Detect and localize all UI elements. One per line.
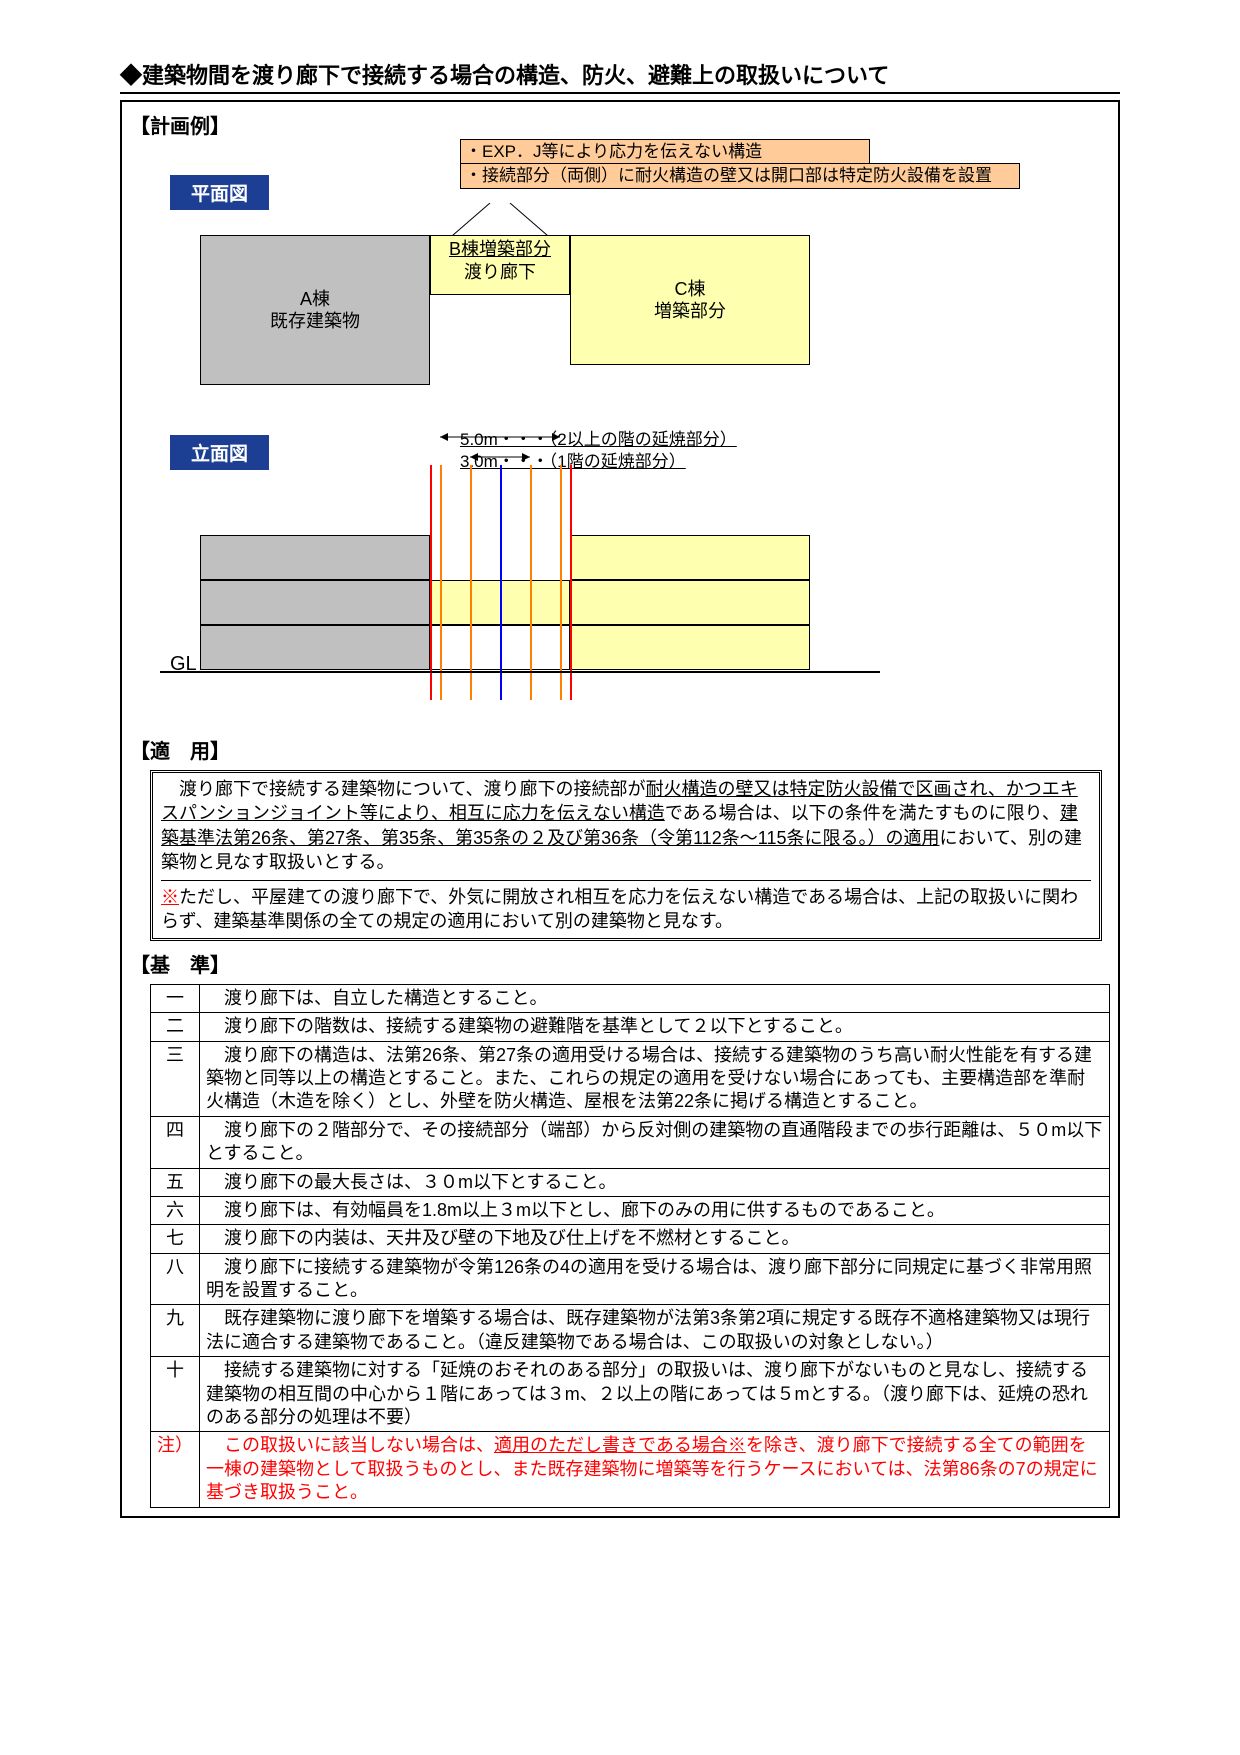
table-row: 五 渡り廊下の最大長さは、３０m以下とすること。 <box>151 1168 1110 1196</box>
elev-dim3: 3.0m・・・（1階の延焼部分） <box>460 447 686 472</box>
elev-a-floor2 <box>200 580 430 625</box>
criteria-text: 既存建築物に渡り廊下を増築する場合は、既存建築物が法第3条第2項に規定する既存不… <box>200 1305 1110 1357</box>
plan-box-b: B棟増築部分 渡り廊下 <box>430 235 570 295</box>
tekiyo-para1: 渡り廊下で接続する建築物について、渡り廊下の接続部が耐火構造の壁又は特定防火設備… <box>161 777 1091 874</box>
elev-line-orange-r2 <box>560 465 562 700</box>
criteria-num: 四 <box>151 1116 200 1168</box>
plan-box-b-sub: 渡り廊下 <box>464 261 536 284</box>
criteria-num: 七 <box>151 1225 200 1253</box>
table-row: 一 渡り廊下は、自立した構造とすること。 <box>151 984 1110 1012</box>
plan-box-a: A棟 既存建築物 <box>200 235 430 385</box>
criteria-text: 渡り廊下の最大長さは、３０m以下とすること。 <box>200 1168 1110 1196</box>
criteria-text: 渡り廊下に接続する建築物が令第126条の4の適用を受ける場合は、渡り廊下部分に同… <box>200 1253 1110 1305</box>
criteria-note-text: この取扱いに該当しない場合は、適用のただし書きである場合※を除き、渡り廊下で接続… <box>200 1432 1110 1507</box>
elevation-diagram: 立面図 5.0m・・・（2以上の階の延焼部分） 3.0m・・・（1階の延焼部分） <box>130 435 1110 725</box>
table-row-note: 注） この取扱いに該当しない場合は、適用のただし書きである場合※を除き、渡り廊下… <box>151 1432 1110 1507</box>
criteria-text: 渡り廊下の内装は、天井及び壁の下地及び仕上げを不燃材とすること。 <box>200 1225 1110 1253</box>
plan-label: 平面図 <box>170 175 269 210</box>
elev-line-blue-center <box>500 465 502 700</box>
gl-line <box>160 671 880 673</box>
elev-a-floor1 <box>200 625 430 670</box>
table-row: 二 渡り廊下の階数は、接続する建築物の避難階を基準として２以下とすること。 <box>151 1013 1110 1041</box>
plan-box-c: C棟 増築部分 <box>570 235 810 365</box>
criteria-body: 一 渡り廊下は、自立した構造とすること。二 渡り廊下の階数は、接続する建築物の避… <box>151 984 1110 1507</box>
criteria-num: 五 <box>151 1168 200 1196</box>
elev-line-orange-l1 <box>440 465 442 700</box>
elev-line-red-left <box>430 465 432 700</box>
criteria-note-label: 注） <box>151 1432 200 1507</box>
table-row: 六 渡り廊下は、有効幅員を1.8m以上３m以下とし、廊下のみの用に供するものであ… <box>151 1196 1110 1224</box>
criteria-text: 渡り廊下は、有効幅員を1.8m以上３m以下とし、廊下のみの用に供するものであるこ… <box>200 1196 1110 1224</box>
elev-a-floor3 <box>200 535 430 580</box>
elev-c-floor1 <box>570 625 810 670</box>
plan-box-b-title: B棟増築部分 <box>449 238 551 261</box>
elev-line-orange-r1 <box>530 465 532 700</box>
elev-c-floor3 <box>570 535 810 580</box>
criteria-num: 九 <box>151 1305 200 1357</box>
criteria-num: 三 <box>151 1041 200 1116</box>
outer-frame: 【計画例】 ・EXP．J等により応力を伝えない構造 ・接続部分（両側）に耐火構造… <box>120 100 1120 1518</box>
table-row: 四 渡り廊下の２階部分で、その接続部分（端部）から反対側の建築物の直通階段までの… <box>151 1116 1110 1168</box>
table-row: 三 渡り廊下の構造は、法第26条、第27条の適用受ける場合は、接続する建築物のう… <box>151 1041 1110 1116</box>
criteria-num: 二 <box>151 1013 200 1041</box>
table-row: 十 接続する建築物に対する「延焼のおそれのある部分」の取扱いは、渡り廊下がないも… <box>151 1357 1110 1432</box>
criteria-text: 渡り廊下の構造は、法第26条、第27条の適用受ける場合は、接続する建築物のうち高… <box>200 1041 1110 1116</box>
plan-diagram: ・EXP．J等により応力を伝えない構造 ・接続部分（両側）に耐火構造の壁又は開口… <box>130 145 1110 405</box>
criteria-num: 八 <box>151 1253 200 1305</box>
table-row: 九 既存建築物に渡り廊下を増築する場合は、既存建築物が法第3条第2項に規定する既… <box>151 1305 1110 1357</box>
section-kijun: 【基 準】 <box>130 949 1110 978</box>
plan-box-c-sub: 増築部分 <box>654 300 726 323</box>
tekiyo-para2: ※ただし、平屋建ての渡り廊下で、外気に開放され相互を応力を伝えない構造である場合… <box>161 880 1091 934</box>
plan-box-a-title: A棟 <box>300 288 330 311</box>
criteria-table: 一 渡り廊下は、自立した構造とすること。二 渡り廊下の階数は、接続する建築物の避… <box>150 984 1110 1508</box>
criteria-num: 一 <box>151 984 200 1012</box>
criteria-text: 渡り廊下は、自立した構造とすること。 <box>200 984 1110 1012</box>
plan-box-a-sub: 既存建築物 <box>270 310 360 333</box>
criteria-text: 接続する建築物に対する「延焼のおそれのある部分」の取扱いは、渡り廊下がないものと… <box>200 1357 1110 1432</box>
elev-label: 立面図 <box>170 435 269 470</box>
table-row: 七 渡り廊下の内装は、天井及び壁の下地及び仕上げを不燃材とすること。 <box>151 1225 1110 1253</box>
page-title: ◆建築物間を渡り廊下で接続する場合の構造、防火、避難上の取扱いについて <box>120 58 1120 94</box>
criteria-text: 渡り廊下の２階部分で、その接続部分（端部）から反対側の建築物の直通階段までの歩行… <box>200 1116 1110 1168</box>
section-tekiyo: 【適 用】 <box>130 735 1110 764</box>
note-firewall: ・接続部分（両側）に耐火構造の壁又は開口部は特定防火設備を設置 <box>460 163 1020 189</box>
criteria-num: 六 <box>151 1196 200 1224</box>
elev-line-red-right <box>570 465 572 700</box>
table-row: 八 渡り廊下に接続する建築物が令第126条の4の適用を受ける場合は、渡り廊下部分… <box>151 1253 1110 1305</box>
criteria-num: 十 <box>151 1357 200 1432</box>
elev-line-orange-l2 <box>470 465 472 700</box>
elev-c-floor2 <box>570 580 810 625</box>
note-exp: ・EXP．J等により応力を伝えない構造 <box>460 139 870 165</box>
criteria-text: 渡り廊下の階数は、接続する建築物の避難階を基準として２以下とすること。 <box>200 1013 1110 1041</box>
plan-box-c-title: C棟 <box>675 278 706 301</box>
section-plan-example: 【計画例】 <box>130 110 1110 139</box>
tekiyo-frame: 渡り廊下で接続する建築物について、渡り廊下の接続部が耐火構造の壁又は特定防火設備… <box>150 770 1102 941</box>
